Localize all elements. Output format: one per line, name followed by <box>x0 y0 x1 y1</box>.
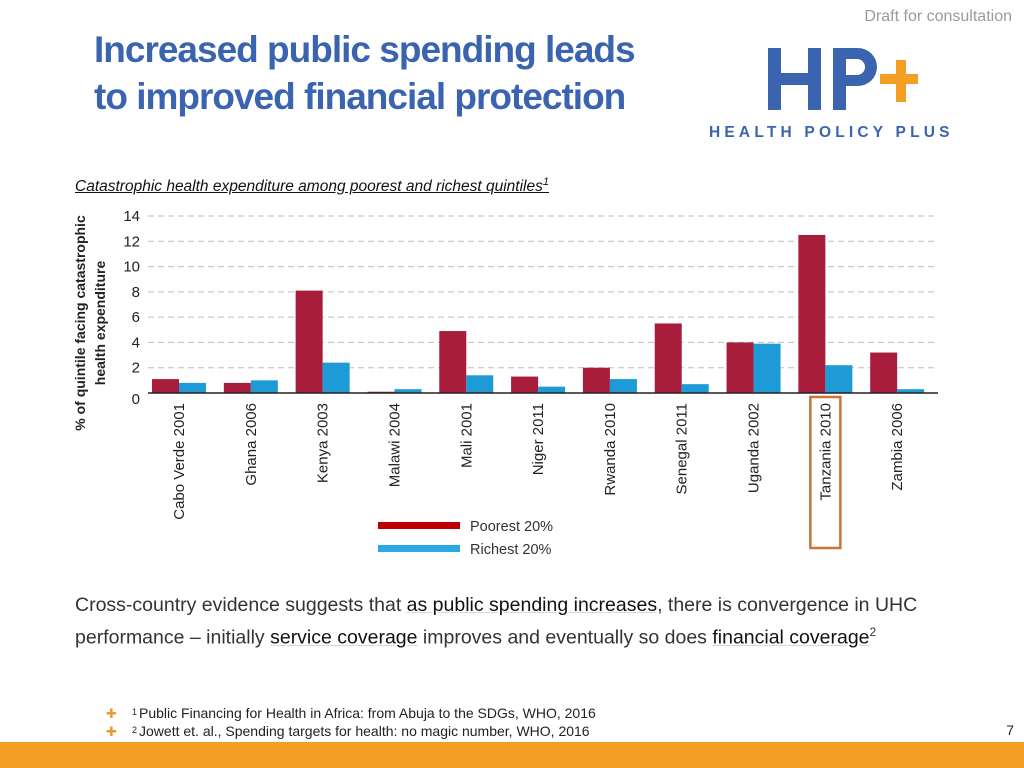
bar-poorest <box>870 352 898 393</box>
bar-richest <box>609 379 637 393</box>
footnote-item: ✚ 1 Public Financing for Health in Afric… <box>106 705 596 723</box>
bar-richest <box>538 386 566 393</box>
x-tick-label: Ghana 2006 <box>243 403 260 486</box>
bar-richest <box>897 389 925 393</box>
highlight-box <box>809 395 842 550</box>
bar-richest <box>322 362 350 393</box>
bar-richest <box>825 365 853 393</box>
logo-text: HEALTH POLICY PLUS <box>709 124 954 141</box>
y-tick-label: 10 <box>123 259 140 276</box>
bar-poorest <box>582 367 610 393</box>
legend-swatch <box>378 545 460 552</box>
footnote-number: 1 <box>132 707 138 717</box>
body-highlight-financial-coverage: financial coverage <box>712 626 870 649</box>
hp-plus-logo: HEALTH POLICY PLUS <box>700 40 970 150</box>
hp-plus-logo-mark <box>768 48 918 110</box>
body-paragraph: Cross-country evidence suggests that as … <box>75 592 975 652</box>
footer-accent-bar <box>0 742 1024 768</box>
chart-title-footnote-ref: 1 <box>542 176 549 188</box>
footnotes: ✚ 1 Public Financing for Health in Afric… <box>106 705 596 741</box>
plus-bullet-icon: ✚ <box>106 724 117 739</box>
y-tick-label: 12 <box>123 233 140 250</box>
bar-poorest <box>295 290 323 393</box>
footnote-number: 2 <box>132 725 138 735</box>
body-highlight-service-coverage: service coverage <box>270 626 418 649</box>
body-text-3: improves and eventually so does <box>417 626 713 649</box>
bar-poorest <box>511 376 539 393</box>
chart-title: Catastrophic health expenditure among po… <box>75 176 549 196</box>
bar-poorest <box>439 331 467 393</box>
bar-poorest <box>654 323 682 393</box>
footnote-text: Jowett et. al., Spending targets for hea… <box>139 723 590 739</box>
body-text-1: Cross-country evidence suggests that <box>75 594 407 616</box>
x-tick-label: Mali 2001 <box>458 403 475 468</box>
x-tick-label: Senegal 2011 <box>674 403 691 494</box>
x-tick-label: Malawi 2004 <box>386 403 403 487</box>
footnote-text: Public Financing for Health in Africa: f… <box>139 705 596 721</box>
bar-richest <box>681 384 709 393</box>
x-tick-label: Niger 2011 <box>530 403 547 475</box>
y-tick-label: 14 <box>123 208 140 225</box>
legend-label: Poorest 20% <box>470 519 553 535</box>
bar-chart: 0 2 4 6 8 10 12 14 Cabo Verde 2001 Ghana 2006 Keny… <box>72 208 938 558</box>
footnote-item: ✚ 2 Jowett et. al., Spending targets for… <box>106 723 596 741</box>
y-tick-label: 4 <box>132 334 140 351</box>
y-axis-label: health expenditure <box>92 261 108 386</box>
x-tick-label: Tanzania 2010 <box>817 403 834 501</box>
bar-poorest <box>798 234 826 393</box>
bar-richest <box>179 382 206 393</box>
bar-poorest <box>726 342 754 393</box>
page-title: Increased public spending leads to impro… <box>94 26 636 120</box>
bar-poorest <box>223 382 251 393</box>
y-axis-label: % of quintile facing catastrophic <box>72 215 88 431</box>
draft-label: Draft for consultation <box>864 8 1012 25</box>
bar-richest <box>466 375 494 393</box>
y-tick-label: 0 <box>132 391 140 408</box>
body-highlight-public-spending: as public spending increases <box>406 594 658 616</box>
title-line-2: to improved financial protection <box>94 76 626 117</box>
body-footnote-ref: 2 <box>869 625 877 639</box>
x-tick-label: Zambia 2006 <box>889 403 906 491</box>
y-tick-label: 2 <box>132 360 140 377</box>
x-tick-label: Cabo Verde 2001 <box>171 403 188 520</box>
plus-bullet-icon: ✚ <box>106 706 117 721</box>
x-tick-label: Kenya 2003 <box>315 403 332 483</box>
x-tick-label: Uganda 2002 <box>746 403 763 493</box>
bar-richest <box>394 389 422 393</box>
body-text-2: , there is convergence in UHC performanc… <box>75 594 918 649</box>
page-number: 7 <box>1006 722 1014 738</box>
bar-richest <box>250 380 278 393</box>
bar-richest <box>753 343 781 393</box>
legend-label: Richest 20% <box>470 542 552 558</box>
bar-poorest <box>152 379 179 393</box>
legend-swatch <box>378 522 460 529</box>
y-tick-label: 8 <box>132 284 140 301</box>
y-tick-label: 6 <box>132 309 140 326</box>
chart-title-text: Catastrophic health expenditure among po… <box>75 178 543 196</box>
x-tick-label: Rwanda 2010 <box>602 403 619 496</box>
title-line-1: Increased public spending leads <box>94 29 636 70</box>
